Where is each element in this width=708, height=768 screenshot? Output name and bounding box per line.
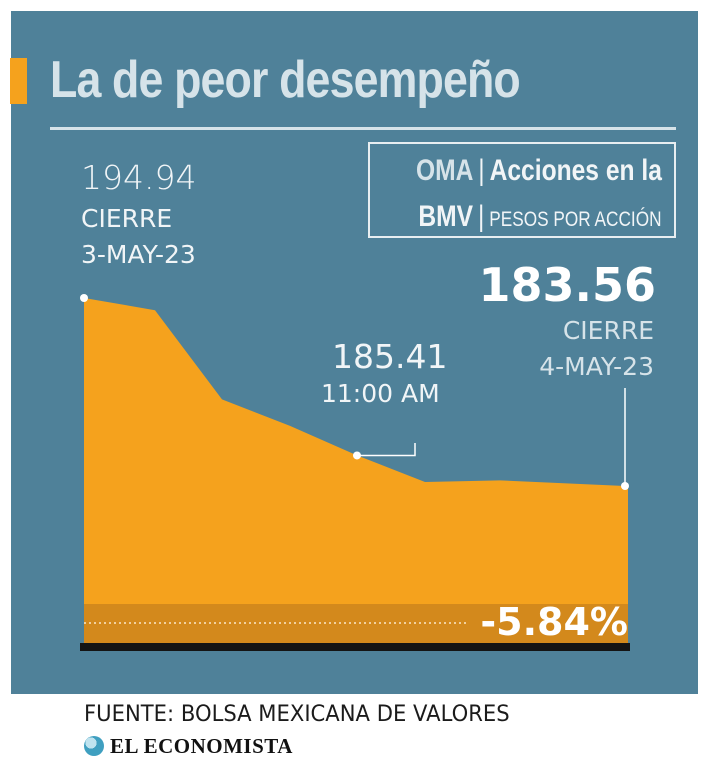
end-value: 183.56 xyxy=(478,258,656,312)
legend-unit: PESOS POR ACCIÓN xyxy=(489,208,662,231)
legend-row-2: BMV | PESOS POR ACCIÓN xyxy=(419,200,662,234)
brand-name: EL ECONOMISTA xyxy=(110,733,293,758)
start-date: 3-MAY-23 xyxy=(81,240,196,269)
title-accent-bar xyxy=(10,58,27,104)
chart-title: La de peor desempeño xyxy=(50,51,521,109)
title-divider xyxy=(50,127,676,130)
brand-icon xyxy=(84,736,104,756)
mid-point xyxy=(353,451,361,460)
start-point xyxy=(80,294,88,302)
mid-annotation-leader xyxy=(357,443,416,457)
legend-row-1: OMA | Acciones en la xyxy=(416,154,662,188)
end-point xyxy=(621,482,629,490)
brand-logo: EL ECONOMISTA xyxy=(84,732,293,760)
percent-change: -5.84% xyxy=(480,600,628,644)
start-value: 194.94 xyxy=(81,158,197,197)
legend-box: OMA | Acciones en la BMV | PESOS POR ACCIÓN xyxy=(368,142,676,238)
legend-ticker: OMA xyxy=(416,154,474,187)
x-axis-bar xyxy=(80,643,630,651)
legend-description: Acciones en la xyxy=(489,154,662,187)
legend-separator: | xyxy=(478,154,485,187)
legend-separator: | xyxy=(478,200,485,233)
mid-value: 185.41 xyxy=(332,337,448,376)
price-area xyxy=(84,298,628,643)
mid-label: 11:00 AM xyxy=(321,379,440,408)
start-label: CIERRE xyxy=(81,204,173,233)
end-date: 4-MAY-23 xyxy=(539,352,654,381)
legend-market: BMV xyxy=(418,200,474,233)
end-label: CIERRE xyxy=(562,316,654,345)
source-note: FUENTE: BOLSA MEXICANA DE VALORES xyxy=(84,702,510,727)
